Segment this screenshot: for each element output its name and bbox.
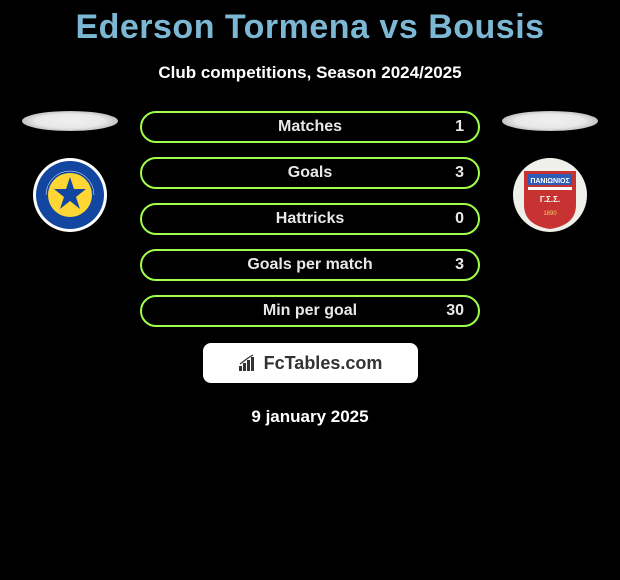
chart-icon: [238, 354, 260, 372]
left-club-badge[interactable]: [32, 157, 108, 233]
subtitle: Club competitions, Season 2024/2025: [0, 63, 620, 83]
stat-value-right: 3: [455, 164, 464, 182]
stat-row-matches: Matches 1: [140, 111, 480, 143]
stat-value-right: 0: [455, 210, 464, 228]
right-club-badge[interactable]: ΠΑΝΙΩΝΙΟΣ Γ.Σ.Σ. 1890: [512, 157, 588, 233]
stat-row-min-per-goal: Min per goal 30: [140, 295, 480, 327]
player-silhouette-left: [22, 111, 118, 131]
right-player-col: ΠΑΝΙΩΝΙΟΣ Γ.Σ.Σ. 1890: [490, 111, 610, 233]
player-silhouette-right: [502, 111, 598, 131]
stat-label: Goals per match: [247, 256, 372, 274]
stat-label: Matches: [278, 118, 342, 136]
panionios-badge-icon: ΠΑΝΙΩΝΙΟΣ Γ.Σ.Σ. 1890: [512, 157, 588, 233]
comparison-container: Ederson Tormena vs Bousis Club competiti…: [0, 0, 620, 427]
stat-row-goals: Goals 3: [140, 157, 480, 189]
stats-column: Matches 1 Goals 3 Hattricks 0 Goals per …: [130, 111, 490, 327]
page-title: Ederson Tormena vs Bousis: [0, 8, 620, 47]
left-player-col: [10, 111, 130, 233]
brand-text: FcTables.com: [264, 353, 383, 374]
stat-label: Hattricks: [276, 210, 344, 228]
stat-value-right: 30: [446, 302, 464, 320]
main-row: Matches 1 Goals 3 Hattricks 0 Goals per …: [0, 111, 620, 327]
brand-logo[interactable]: FcTables.com: [203, 343, 418, 383]
stat-label: Min per goal: [263, 302, 357, 320]
stat-row-hattricks: Hattricks 0: [140, 203, 480, 235]
svg-text:Γ.Σ.Σ.: Γ.Σ.Σ.: [540, 195, 560, 204]
svg-text:1890: 1890: [543, 211, 557, 217]
stat-value-right: 3: [455, 256, 464, 274]
svg-text:ΠΑΝΙΩΝΙΟΣ: ΠΑΝΙΩΝΙΟΣ: [530, 178, 569, 185]
asteras-badge-icon: [32, 157, 108, 233]
stat-value-right: 1: [455, 118, 464, 136]
date-text: 9 january 2025: [0, 407, 620, 427]
stat-label: Goals: [288, 164, 332, 182]
stat-row-goals-per-match: Goals per match 3: [140, 249, 480, 281]
